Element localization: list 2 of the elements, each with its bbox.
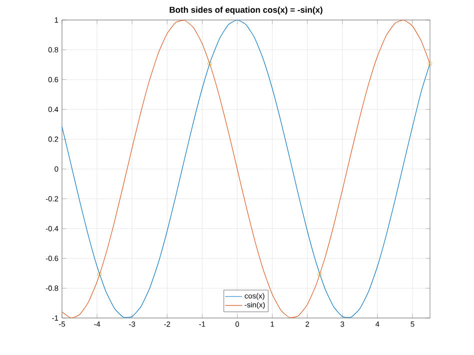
chart-title: Both sides of equation cos(x) = -sin(x) bbox=[170, 6, 322, 14]
line-series bbox=[62, 20, 430, 318]
